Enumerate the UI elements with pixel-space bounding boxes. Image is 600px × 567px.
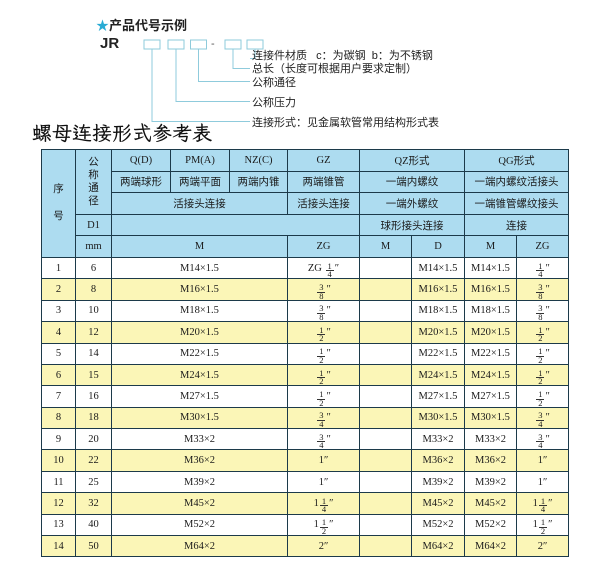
svg-text:-: - bbox=[211, 38, 215, 50]
svg-text:JR: JR bbox=[100, 35, 119, 52]
